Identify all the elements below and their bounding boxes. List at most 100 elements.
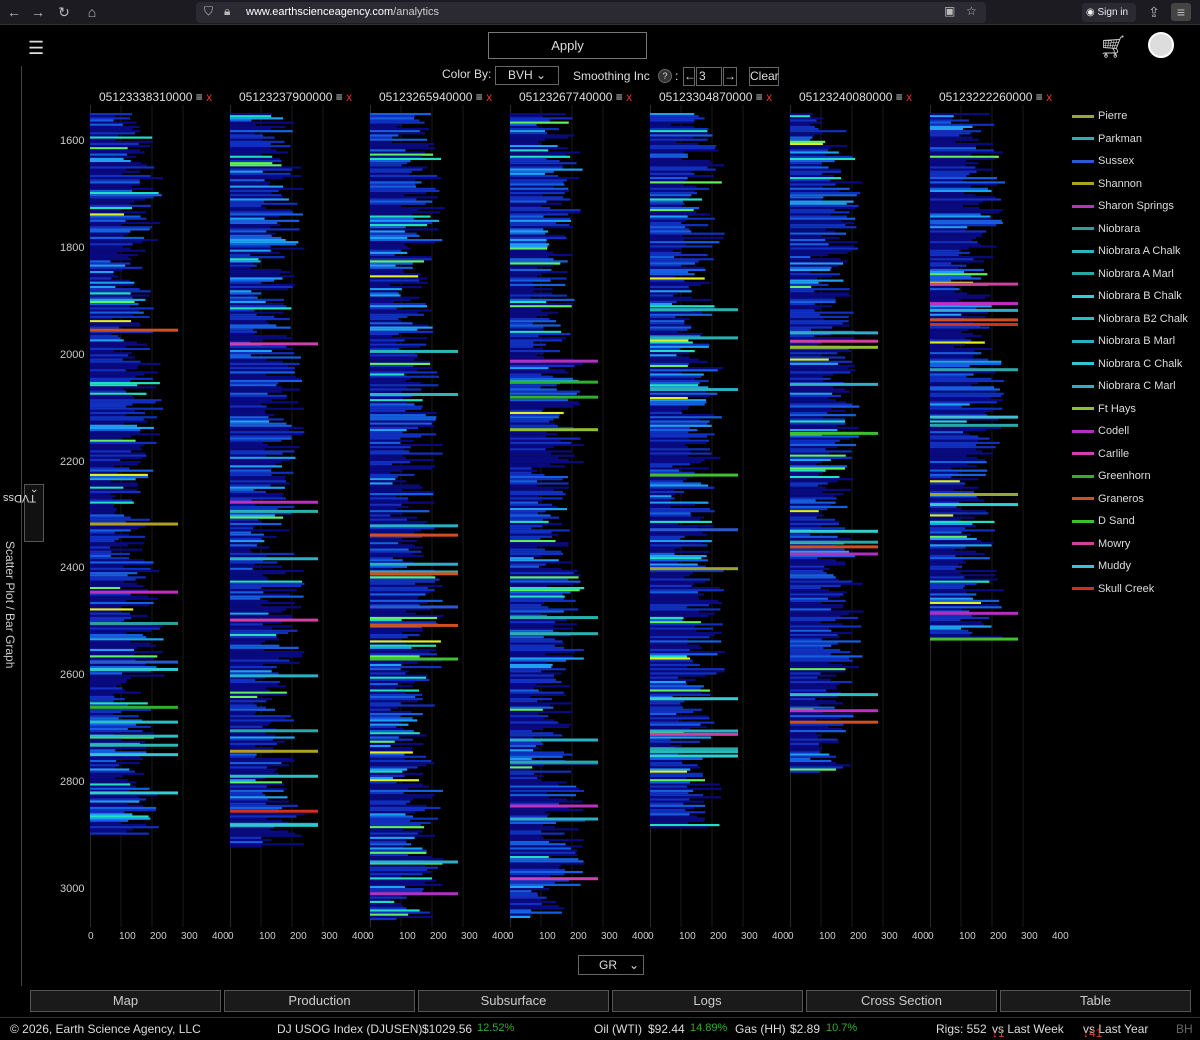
legend-item[interactable]: Shannon bbox=[1072, 178, 1142, 190]
gr-bar bbox=[510, 345, 534, 348]
gr-bar bbox=[510, 441, 572, 445]
gr-bar bbox=[650, 629, 697, 632]
gr-bar bbox=[930, 396, 991, 400]
legend-item[interactable]: Parkman bbox=[1072, 133, 1142, 145]
well-header[interactable]: 05123222260000 ≡ x bbox=[939, 90, 1052, 104]
well-menu-icon[interactable]: ≡ bbox=[755, 90, 763, 104]
tab-map[interactable]: Map bbox=[30, 990, 221, 1012]
legend-item[interactable]: D Sand bbox=[1072, 515, 1135, 527]
well-menu-icon[interactable]: ≡ bbox=[895, 90, 903, 104]
reader-icon[interactable]: ▣ bbox=[944, 4, 956, 18]
remove-well-icon[interactable]: x bbox=[626, 90, 633, 104]
gr-bar bbox=[230, 461, 282, 464]
tab-cross-section[interactable]: Cross Section bbox=[806, 990, 997, 1012]
well-header[interactable]: 05123265940000 ≡ x bbox=[379, 90, 492, 104]
legend-item[interactable]: Mowry bbox=[1072, 538, 1130, 550]
formation-top-line bbox=[90, 734, 178, 738]
smoothing-input[interactable]: 3 bbox=[696, 67, 722, 86]
well-menu-icon[interactable]: ≡ bbox=[335, 90, 343, 104]
well-header[interactable]: 05123237900000 ≡ x bbox=[239, 90, 352, 104]
sign-in-button[interactable]: ◉ Sign in bbox=[1082, 3, 1136, 22]
formation-top-line bbox=[90, 667, 178, 671]
back-icon[interactable]: ← bbox=[7, 4, 21, 20]
legend-item[interactable]: Muddy bbox=[1072, 560, 1131, 572]
url-text[interactable]: www.earthscienceagency.com/analytics bbox=[246, 6, 439, 18]
legend-item[interactable]: Niobrara B2 Chalk bbox=[1072, 313, 1188, 325]
gr-bar bbox=[230, 608, 287, 611]
legend-item[interactable]: Graneros bbox=[1072, 493, 1144, 505]
home-icon[interactable]: ⌂ bbox=[87, 4, 97, 20]
bookmark-star-icon[interactable]: ☆ bbox=[966, 4, 977, 18]
scatter-bar-side-tab[interactable]: Scatter Plot / Bar Graph bbox=[0, 66, 22, 986]
legend-item[interactable]: Sharon Springs bbox=[1072, 200, 1174, 212]
gr-bar bbox=[230, 115, 272, 118]
legend-item[interactable]: Ft Hays bbox=[1072, 403, 1136, 415]
gr-bar bbox=[930, 439, 978, 442]
gr-bar bbox=[230, 117, 284, 120]
well-header[interactable]: 05123267740000 ≡ x bbox=[519, 90, 632, 104]
legend-item[interactable]: Niobrara bbox=[1072, 223, 1140, 235]
well-menu-icon[interactable]: ≡ bbox=[1035, 90, 1043, 104]
gr-bar bbox=[510, 215, 544, 218]
cart-icon[interactable]: 🛒︎ bbox=[1099, 34, 1127, 59]
gr-bar bbox=[90, 281, 135, 284]
gr-bar bbox=[790, 621, 821, 624]
avatar-icon[interactable] bbox=[1148, 32, 1174, 58]
clear-button[interactable]: Clear bbox=[749, 67, 779, 86]
legend-item[interactable]: Codell bbox=[1072, 425, 1129, 437]
well-menu-icon[interactable]: ≡ bbox=[475, 90, 483, 104]
legend-item[interactable]: Skull Creek bbox=[1072, 583, 1154, 595]
legend-item[interactable]: Carlile bbox=[1072, 448, 1129, 460]
gr-bar bbox=[90, 533, 129, 536]
reload-icon[interactable]: ↻ bbox=[58, 4, 70, 20]
gr-bar bbox=[510, 527, 532, 530]
gr-bar bbox=[370, 540, 418, 543]
remove-well-icon[interactable]: x bbox=[906, 90, 913, 104]
forward-icon[interactable]: → bbox=[31, 4, 45, 20]
gr-bar bbox=[510, 236, 567, 240]
legend-label: Pierre bbox=[1098, 110, 1128, 122]
legend-item[interactable]: Niobrara B Chalk bbox=[1072, 290, 1182, 302]
remove-well-icon[interactable]: x bbox=[346, 90, 353, 104]
smoothing-help-icon[interactable]: ? bbox=[658, 69, 672, 83]
well-menu-icon[interactable]: ≡ bbox=[615, 90, 623, 104]
legend-item[interactable]: Niobrara A Marl bbox=[1072, 268, 1174, 280]
remove-well-icon[interactable]: x bbox=[206, 90, 213, 104]
gr-bar bbox=[90, 147, 128, 150]
remove-well-icon[interactable]: x bbox=[486, 90, 493, 104]
tvdss-axis-toggle[interactable]: › TVDss bbox=[3, 484, 44, 542]
remove-well-icon[interactable]: x bbox=[766, 90, 773, 104]
smoothing-decrement-button[interactable]: ← bbox=[683, 67, 696, 86]
gr-bar bbox=[90, 740, 146, 743]
tab-table[interactable]: Table bbox=[1000, 990, 1191, 1012]
curve-select[interactable]: GR ⌄ bbox=[578, 955, 644, 975]
gr-bar bbox=[510, 454, 575, 457]
gr-bar bbox=[510, 783, 559, 786]
legend-item[interactable]: Niobrara C Chalk bbox=[1072, 358, 1182, 370]
well-header[interactable]: 05123304870000 ≡ x bbox=[659, 90, 772, 104]
remove-well-icon[interactable]: x bbox=[1046, 90, 1053, 104]
well-header[interactable]: 05123338310000 ≡ x bbox=[99, 90, 212, 104]
tab-subsurface[interactable]: Subsurface bbox=[418, 990, 609, 1012]
tab-production[interactable]: Production bbox=[224, 990, 415, 1012]
gr-bar bbox=[90, 181, 140, 184]
legend-item[interactable]: Pierre bbox=[1072, 110, 1127, 122]
extensions-icon[interactable]: ⇪ bbox=[1148, 4, 1160, 20]
legend-item[interactable]: Niobrara C Marl bbox=[1072, 380, 1176, 392]
legend-item[interactable]: Niobrara A Chalk bbox=[1072, 245, 1181, 257]
well-header[interactable]: 05123240080000 ≡ x bbox=[799, 90, 912, 104]
legend-item[interactable]: Niobrara B Marl bbox=[1072, 335, 1175, 347]
well-menu-icon[interactable]: ≡ bbox=[195, 90, 203, 104]
tab-logs[interactable]: Logs bbox=[612, 990, 803, 1012]
smoothing-increment-button[interactable]: → bbox=[723, 67, 737, 86]
hamburger-icon[interactable]: ☰ bbox=[28, 38, 45, 58]
gr-bar bbox=[370, 428, 407, 432]
legend-item[interactable]: Sussex bbox=[1072, 155, 1134, 167]
url-bar[interactable]: ⛉ 🔒︎ www.earthscienceagency.com/analytic… bbox=[196, 2, 986, 23]
legend-item[interactable]: Greenhorn bbox=[1072, 470, 1151, 482]
gr-bar bbox=[230, 648, 265, 652]
color-by-select[interactable]: BVH ⌄ bbox=[495, 66, 559, 85]
formation-top-line bbox=[90, 705, 178, 709]
apply-button[interactable]: Apply bbox=[488, 32, 647, 59]
menu-icon[interactable]: ≡ bbox=[1171, 3, 1191, 21]
